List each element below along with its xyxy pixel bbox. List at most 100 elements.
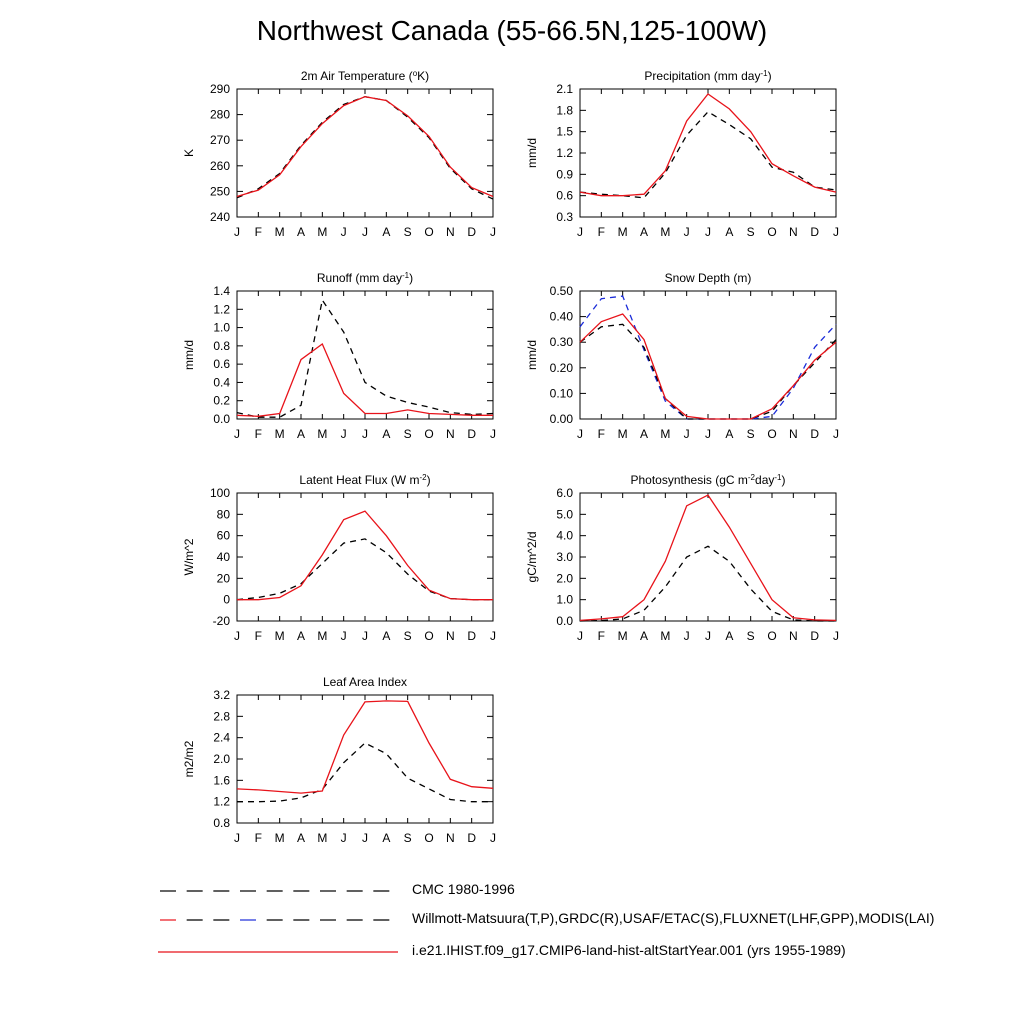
- x-tick-label: A: [640, 427, 648, 441]
- x-tick-label: M: [618, 225, 628, 239]
- panel-title: Precipitation (mm day-1): [644, 69, 771, 84]
- y-tick-label: 0.50: [550, 284, 574, 298]
- y-tick-label: 0.30: [550, 335, 574, 349]
- x-tick-label: A: [725, 629, 733, 643]
- y-tick-label: 290: [210, 82, 230, 96]
- x-tick-label: J: [684, 629, 690, 643]
- y-tick-label: 0.40: [550, 310, 574, 324]
- panel-title: Leaf Area Index: [323, 675, 407, 689]
- y-tick-label: 1.6: [213, 773, 230, 787]
- y-tick-label: -20: [213, 614, 231, 628]
- y-tick-label: 0.6: [213, 357, 230, 371]
- y-tick-label: 3.0: [556, 550, 573, 564]
- x-tick-label: D: [810, 629, 819, 643]
- y-axis-label: gC/m^2/d: [525, 532, 539, 583]
- y-tick-label: 60: [217, 529, 231, 543]
- x-tick-label: J: [341, 831, 347, 845]
- y-tick-label: 0.00: [550, 412, 574, 426]
- y-tick-label: 6.0: [556, 486, 573, 500]
- chart-panel-3: J F M A M J J A S O N D J0.00.20.40.60.81.01.21.4mm/…: [182, 271, 496, 442]
- x-tick-label: J: [234, 831, 240, 845]
- legend-swatch: [160, 919, 390, 921]
- x-tick-label: S: [404, 427, 412, 441]
- y-tick-label: 5.0: [556, 507, 573, 521]
- plot-frame: [579, 492, 837, 622]
- x-tick-label: S: [747, 225, 755, 239]
- y-tick-label: 1.2: [213, 795, 230, 809]
- x-tick-label: J: [577, 225, 583, 239]
- x-tick-label: J: [362, 427, 368, 441]
- x-tick-label: D: [810, 427, 819, 441]
- legend-swatch: [160, 890, 390, 892]
- x-tick-label: A: [382, 427, 390, 441]
- x-tick-label: A: [640, 225, 648, 239]
- x-tick-label: S: [404, 225, 412, 239]
- series-line-3: [579, 313, 837, 420]
- x-tick-label: J: [490, 831, 496, 845]
- x-tick-label: N: [446, 225, 455, 239]
- x-tick-label: O: [767, 427, 776, 441]
- y-tick-label: 240: [210, 210, 230, 224]
- y-tick-label: 0.8: [213, 816, 230, 830]
- y-tick-label: 2.1: [556, 82, 573, 96]
- x-tick-label: F: [255, 831, 262, 845]
- x-tick-label: A: [725, 225, 733, 239]
- x-tick-label: M: [275, 225, 285, 239]
- x-tick-label: N: [446, 427, 455, 441]
- x-tick-label: O: [767, 225, 776, 239]
- x-tick-label: N: [446, 831, 455, 845]
- y-tick-label: 20: [217, 571, 231, 585]
- x-tick-label: A: [640, 629, 648, 643]
- y-tick-label: 280: [210, 108, 230, 122]
- x-tick-label: A: [382, 225, 390, 239]
- x-tick-label: J: [684, 427, 690, 441]
- x-tick-label: S: [747, 629, 755, 643]
- plot-frame: [579, 290, 837, 420]
- panel-title: 2m Air Temperature (oK): [301, 69, 429, 84]
- x-tick-label: J: [234, 225, 240, 239]
- series-line-2: [579, 494, 837, 622]
- panel-title: Photosynthesis (gC m-2day-1): [631, 473, 786, 488]
- y-tick-label: 0: [223, 593, 230, 607]
- series-line-2: [237, 510, 493, 601]
- x-tick-label: J: [341, 225, 347, 239]
- plot-frame: [236, 694, 494, 824]
- x-tick-label: A: [297, 831, 305, 845]
- x-tick-label: J: [234, 629, 240, 643]
- y-tick-label: 2.4: [213, 731, 230, 745]
- y-tick-label: 1.2: [556, 146, 573, 160]
- x-tick-label: J: [362, 629, 368, 643]
- x-tick-label: J: [833, 629, 839, 643]
- series-line-1: [236, 538, 493, 601]
- x-tick-label: J: [490, 427, 496, 441]
- x-tick-label: J: [362, 225, 368, 239]
- x-tick-label: N: [789, 427, 798, 441]
- y-tick-label: 1.8: [556, 103, 573, 117]
- panel-title: Latent Heat Flux (W m-2): [299, 473, 430, 488]
- series-line-1: [579, 110, 837, 199]
- plot-frame: [579, 88, 837, 218]
- x-tick-label: J: [362, 831, 368, 845]
- x-tick-label: J: [341, 629, 347, 643]
- x-tick-label: J: [833, 225, 839, 239]
- series-line-2: [579, 323, 837, 420]
- chart-panel-6: J F M A M J J A S O N D J0.01.02.03.04.05.06.0gC/m^2…: [525, 473, 839, 644]
- x-tick-label: J: [341, 427, 347, 441]
- x-tick-label: M: [317, 225, 327, 239]
- x-tick-label: N: [789, 629, 798, 643]
- y-tick-label: 1.5: [556, 125, 573, 139]
- x-tick-label: J: [577, 427, 583, 441]
- series-line-1: [236, 96, 494, 200]
- chart-panel-7: J F M A M J J A S O N D J0.81.21.62.02.42.83.2m2/m2L…: [182, 675, 496, 845]
- series-line-1: [237, 742, 493, 803]
- x-tick-label: A: [382, 831, 390, 845]
- x-tick-label: J: [705, 225, 711, 239]
- x-tick-label: J: [490, 629, 496, 643]
- y-axis-label: mm/d: [182, 340, 196, 370]
- x-tick-label: M: [275, 831, 285, 845]
- chart-panel-2: J F M A M J J A S O N D J0.30.60.91.21.51.82.1mm/dPr…: [525, 69, 839, 240]
- x-tick-label: O: [424, 629, 433, 643]
- x-tick-label: N: [789, 225, 798, 239]
- x-tick-label: A: [297, 225, 305, 239]
